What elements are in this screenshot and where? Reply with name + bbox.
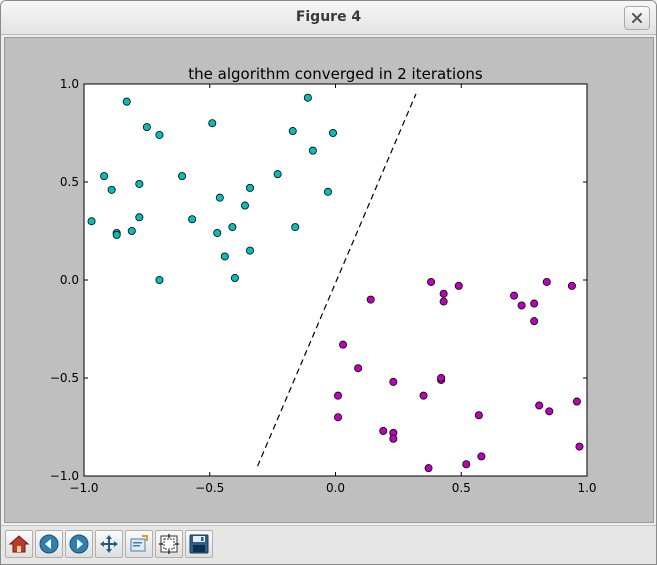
point-class-a	[155, 275, 164, 284]
home-button[interactable]	[5, 530, 33, 558]
point-class-b	[535, 401, 544, 410]
point-class-b	[439, 297, 448, 306]
point-class-a	[178, 172, 187, 181]
point-class-a	[240, 201, 249, 210]
point-class-a	[188, 215, 197, 224]
point-class-a	[323, 187, 332, 196]
point-class-a	[230, 274, 239, 283]
point-class-b	[389, 434, 398, 443]
point-class-b	[379, 426, 388, 435]
point-class-b	[567, 281, 576, 290]
point-class-a	[135, 179, 144, 188]
point-class-a	[220, 252, 229, 261]
point-class-b	[339, 340, 348, 349]
floppy-disk-icon	[189, 534, 209, 554]
y-tick-label: −1.0	[50, 469, 79, 483]
point-class-b	[530, 317, 539, 326]
point-class-b	[354, 364, 363, 373]
point-class-a	[273, 170, 282, 179]
boundary-line	[256, 93, 417, 467]
x-tick-label: −0.5	[195, 481, 224, 495]
data-points	[87, 93, 584, 473]
x-tick-label: 1.0	[577, 481, 596, 495]
x-tick-label: −1.0	[69, 481, 98, 495]
point-class-a	[107, 185, 116, 194]
point-class-a	[155, 130, 164, 139]
zoom-button[interactable]	[125, 530, 153, 558]
point-class-a	[245, 183, 254, 192]
scatter-plot: −1.0 −0.5 0.0 0.5 1.0 −1.0 −0.5 0.0 0.5 1.0 the a…	[50, 65, 597, 495]
point-class-b	[334, 391, 343, 400]
point-class-b	[427, 277, 436, 286]
point-class-b	[454, 281, 463, 290]
point-class-b	[474, 411, 483, 420]
close-icon	[632, 13, 642, 23]
point-class-a	[142, 123, 151, 132]
point-class-b	[334, 413, 343, 422]
save-button[interactable]	[185, 530, 213, 558]
axis-ticks: −1.0 −0.5 0.0 0.5 1.0 −1.0 −0.5 0.0 0.5 1.0	[50, 77, 597, 495]
point-class-b	[439, 289, 448, 298]
forward-button[interactable]	[65, 530, 93, 558]
point-class-a	[245, 246, 254, 255]
zoom-rect-icon	[130, 535, 148, 552]
point-class-a	[228, 223, 237, 232]
point-class-b	[477, 452, 486, 461]
y-tick-label: 0.0	[60, 273, 79, 287]
point-class-b	[424, 464, 433, 473]
point-class-b	[437, 373, 446, 382]
arrow-right-icon	[69, 534, 89, 554]
point-class-a	[288, 127, 297, 136]
point-class-b	[462, 460, 471, 469]
point-class-b	[572, 397, 581, 406]
point-class-a	[122, 97, 131, 106]
y-tick-label: 0.5	[60, 175, 79, 189]
point-class-b	[510, 291, 519, 300]
point-class-a	[100, 172, 109, 181]
axes-area	[83, 83, 588, 477]
point-class-a	[291, 223, 300, 232]
point-class-a	[127, 226, 136, 235]
configure-subplots-button[interactable]	[155, 530, 183, 558]
arrow-left-icon	[39, 534, 59, 554]
decision-boundary	[256, 93, 417, 467]
point-class-a	[328, 129, 337, 138]
point-class-b	[419, 391, 428, 400]
point-class-a	[87, 217, 96, 226]
home-icon	[8, 535, 30, 553]
pan-icon	[100, 535, 118, 553]
pan-button[interactable]	[95, 530, 123, 558]
y-tick-label: 1.0	[60, 77, 79, 91]
point-class-b	[545, 407, 554, 416]
point-class-a	[112, 230, 121, 239]
point-class-b	[530, 299, 539, 308]
back-button[interactable]	[35, 530, 63, 558]
chart-title: the algorithm converged in 2 iterations	[188, 65, 483, 83]
y-tick-label: −0.5	[50, 371, 79, 385]
point-class-a	[135, 213, 144, 222]
point-class-a	[208, 119, 217, 128]
point-class-a	[308, 146, 317, 155]
subplots-icon	[159, 534, 179, 554]
point-class-b	[575, 442, 584, 451]
x-tick-label: 0.5	[452, 481, 471, 495]
point-class-a	[303, 93, 312, 102]
point-class-b	[366, 295, 375, 304]
point-class-a	[215, 193, 224, 202]
point-class-b	[389, 377, 398, 386]
point-class-b	[542, 277, 551, 286]
figure-canvas[interactable]: −1.0 −0.5 0.0 0.5 1.0 −1.0 −0.5 0.0 0.5 1.0 the a…	[4, 37, 654, 523]
point-class-a	[213, 228, 222, 237]
window-title: Figure 4	[295, 9, 362, 25]
close-button[interactable]	[624, 6, 650, 30]
x-tick-label: 0.0	[326, 481, 345, 495]
point-class-b	[517, 301, 526, 310]
title-bar[interactable]: Figure 4	[1, 1, 656, 35]
navigation-toolbar	[1, 525, 656, 564]
